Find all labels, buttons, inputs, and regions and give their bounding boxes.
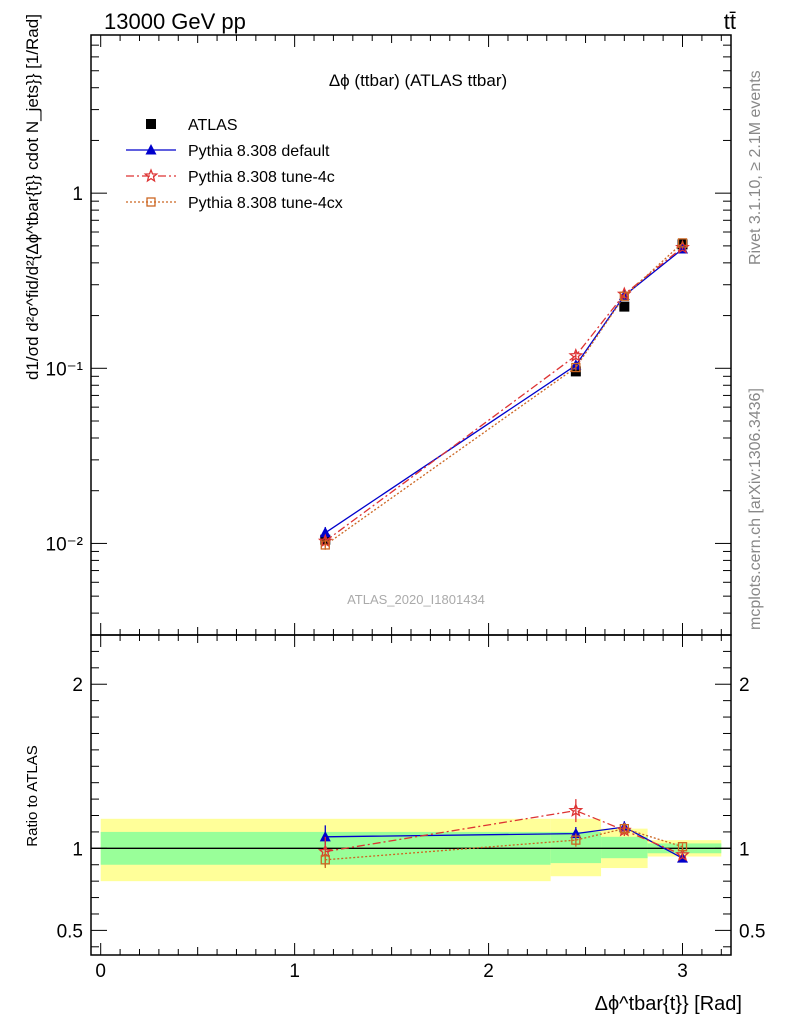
analysis-watermark: ATLAS_2020_I1801434 [347,592,485,607]
legend-label: ATLAS [188,117,238,134]
y-tick-label-right: 2 [739,675,750,696]
header-collision: 13000 GeV pp [104,9,246,34]
data-point [568,802,584,817]
legend-label: Pythia 8.308 default [188,143,330,160]
mcplots-label: mcplots.cern.ch [arXiv:1306.3436] [747,388,764,630]
rivet-label: Rivet 3.1.10, ≥ 2.1M events [747,70,764,265]
legend-label: Pythia 8.308 tune-4c [188,169,335,186]
ratio-marks [317,799,690,869]
main-frame [90,34,732,636]
ratio-panel: 0 1 2 3 0.5 0.5 1 1 2 2 Ratio to ATLAS Δϕ^tbar{t}… [24,634,765,1015]
series-pythia-8-308-tune-4c [317,239,690,548]
series-pythia-8-308-tune-4cx [320,238,688,550]
data-point [571,362,581,373]
y-tick-label: 2 [72,675,83,696]
y-tick-label: 10⁻² [46,534,84,555]
legend-marker [143,168,159,183]
data-point [619,291,629,301]
legend-marker [145,144,157,155]
data-point [571,835,581,845]
x-tick-label: 0 [95,961,106,982]
data-point [675,847,690,862]
y-tick-label-right: 0.5 [739,921,765,942]
y-tick-label: 1 [72,184,83,205]
y-tick-label-right: 1 [739,839,750,860]
ratio-frame [90,634,732,956]
data-point [319,526,331,538]
series-line [324,246,683,542]
y-tick-label: 1 [72,839,83,860]
data-point [320,540,330,550]
data-point [677,238,688,248]
legend-marker [146,197,156,207]
ratio-ticks: 0 1 2 3 0.5 0.5 1 1 2 2 [57,635,765,982]
data-point [570,359,582,370]
legend-label: Pythia 8.308 tune-4cx [188,195,343,212]
x-tick-label: 2 [483,961,494,982]
x-tick-label: 1 [289,961,300,982]
data-point [619,301,630,312]
x-axis-label: Δϕ^tbar{t}} [Rad] [595,993,742,1015]
data-point [570,827,582,839]
legend: ATLAS Pythia 8.308 default Pythia 8.308 tu… [126,117,343,212]
header-process: tt̄ [724,9,736,34]
data-point [320,855,330,865]
uncertainty-band-inner [601,836,648,859]
series-line [325,809,683,856]
main-marks [317,238,690,550]
data-point [568,347,584,363]
main-title: Δϕ (ttbar) (ATLAS ttbar) [329,71,507,90]
ratio-series-pythia-8-308-tune-4cx [320,822,688,869]
y-tick-label: 10⁻¹ [46,359,84,380]
main-ticks: 10⁻² 10⁻¹ 1 [46,34,731,636]
x-tick-label: 3 [677,961,688,982]
main-y-label: d1/σd d²σ^fid/d²{Δϕ^tbar{t}} cdot N_jets… [23,14,42,380]
ratio-y-label: Ratio to ATLAS [24,745,41,846]
data-point [677,842,688,852]
data-point [319,830,331,842]
data-point [619,823,629,834]
y-tick-label: 0.5 [57,921,83,942]
series-line [324,242,683,546]
main-panel: 10⁻² 10⁻¹ 1 Δϕ (ttbar) (ATLAS ttbar) ATLAS… [23,14,732,636]
ratio-bands [91,818,731,882]
legend-marker [146,119,156,129]
series-line [325,827,683,861]
